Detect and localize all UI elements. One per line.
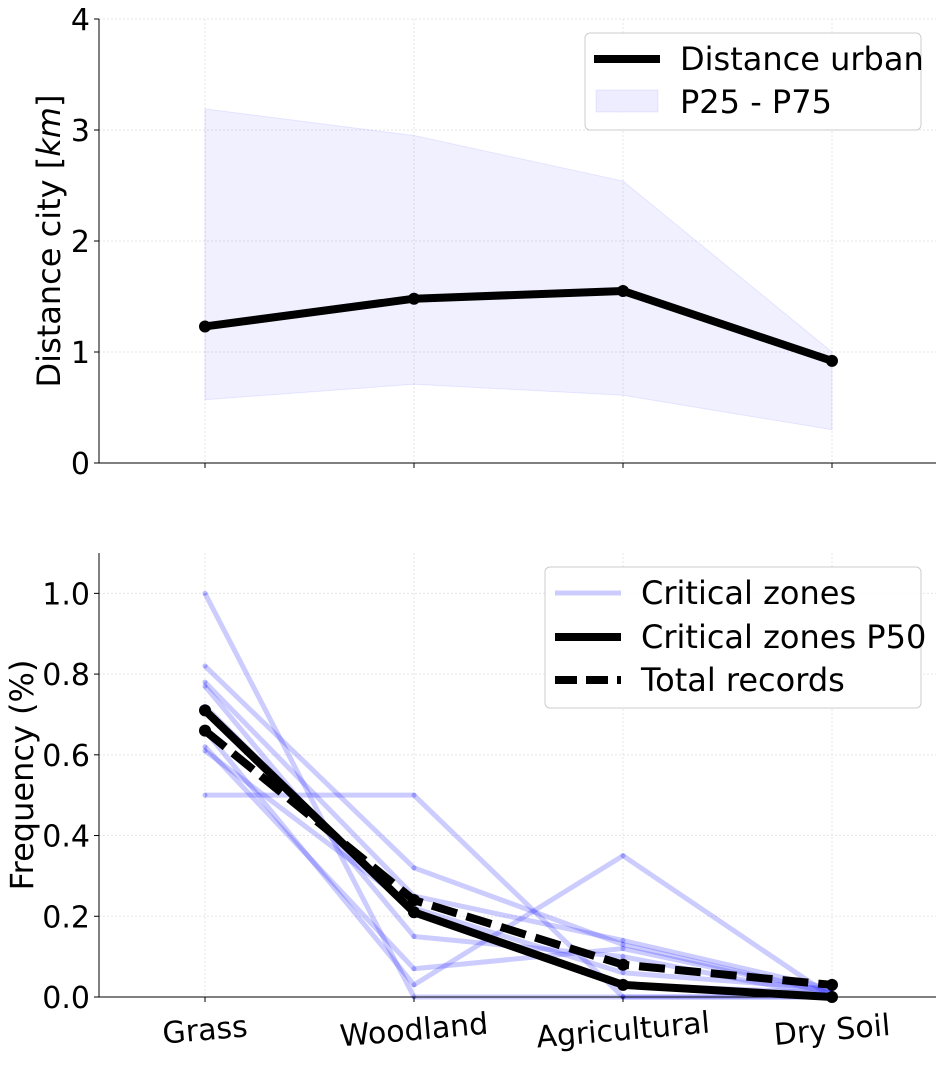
point-distance-urban-grass — [199, 320, 211, 333]
critical-zone-point-8-agricultural — [620, 970, 626, 976]
top-y-tick-label: 0 — [71, 447, 90, 482]
critical-zone-point-7-agricultural — [620, 946, 626, 952]
critical-zone-point-2-grass — [202, 663, 208, 669]
top-panel: 0 1 2 3 4 Distance city [km] Distance urban … — [30, 3, 936, 482]
x-tick-label-dry-soil: Dry Soil — [772, 1008, 891, 1053]
top-y-tick-label: 4 — [71, 3, 90, 38]
critical-zone-point-4-woodland — [411, 933, 417, 939]
critical-zone-point-8-grass — [202, 748, 208, 754]
critical-zone-line-2 — [203, 664, 833, 996]
top-y-tick-label: 2 — [71, 225, 90, 260]
legend-label-p25-p75: P25 - P75 — [680, 83, 832, 121]
critical-zone-point-7-grass — [202, 744, 208, 750]
critical-zone-line-8 — [203, 748, 833, 992]
bottom-y-ticks: 0.0 0.2 0.4 0.6 0.8 1.0 — [42, 577, 99, 1016]
bottom-legend: Critical zones Critical zones P50 Total … — [544, 566, 926, 709]
top-legend: Distance urban P25 - P75 — [584, 32, 924, 131]
bottom-panel: 0.0 0.2 0.4 0.6 0.8 1.0 Grass Woodland Agricult… — [3, 553, 936, 1056]
critical-zone-point-4-agricultural — [620, 954, 626, 960]
critical-zone-point-2-agricultural — [620, 942, 626, 948]
critical-zone-point-9-woodland — [411, 792, 417, 798]
bottom-y-tick-label: 0.6 — [42, 739, 90, 774]
bottom-y-tick-label: 0.0 — [42, 981, 90, 1016]
bottom-y-axis-label: Frequency (%) — [3, 660, 41, 891]
critical-zone-point-2-woodland — [411, 865, 417, 871]
critical-zone-line-7 — [203, 745, 833, 996]
bottom-y-tick-label: 0.2 — [42, 900, 90, 935]
top-y-ticks: 0 1 2 3 4 — [71, 3, 99, 482]
top-y-axis-label: Distance city [km] — [30, 95, 68, 388]
x-tick-label-woodland: Woodland — [339, 1007, 490, 1055]
top-y-tick-label: 1 — [71, 336, 90, 371]
legend-label-distance-urban: Distance urban — [680, 40, 924, 78]
point-distance-urban-woodland — [408, 292, 420, 305]
bottom-x-ticks: Grass Woodland Agricultural Dry Soil — [161, 997, 892, 1056]
x-tick-label-agricultural: Agricultural — [535, 1005, 711, 1055]
top-legend-frame — [584, 32, 922, 131]
top-y-tick-label: 3 — [71, 114, 90, 149]
legend-swatch-p25-p75 — [595, 89, 659, 113]
top-lines — [199, 284, 838, 367]
point-total-records-woodland — [408, 894, 420, 907]
bottom-y-tick-label: 0.4 — [42, 820, 90, 855]
point-distance-urban-dry-soil — [826, 354, 838, 367]
legend-label-critical-zones-p50: Critical zones P50 — [641, 618, 926, 656]
bottom-legend-frame — [544, 566, 922, 709]
legend-label-critical-zones: Critical zones — [641, 574, 856, 612]
critical-zone-point-9-grass — [202, 792, 208, 798]
critical-zone-point-4-grass — [202, 683, 208, 689]
point-critical-zones-p50-agricultural — [617, 978, 629, 991]
critical-zone-point-3-agricultural — [620, 937, 626, 943]
point-total-records-dry-soil — [826, 978, 838, 991]
top-band — [204, 108, 833, 431]
series-line-total-records — [202, 727, 833, 989]
critical-zone-point-3-grass — [202, 679, 208, 685]
point-total-records-agricultural — [617, 958, 629, 971]
critical-zone-point-6-woodland — [411, 982, 417, 988]
top-x-ticks — [204, 463, 833, 468]
bottom-y-tick-label: 1.0 — [42, 577, 90, 612]
critical-zone-line-6 — [203, 729, 834, 1000]
series-line-distance-urban — [204, 286, 834, 365]
critical-zone-point-7-woodland — [411, 966, 417, 972]
critical-zone-line-3 — [203, 680, 833, 992]
point-critical-zones-p50-grass — [199, 704, 211, 717]
point-critical-zones-p50-woodland — [408, 906, 420, 919]
x-tick-label-grass: Grass — [161, 1009, 249, 1051]
critical-zone-point-1-grass — [202, 590, 208, 596]
bottom-axes — [98, 553, 936, 998]
point-distance-urban-agricultural — [617, 284, 629, 297]
legend-label-total-records: Total records — [640, 661, 845, 699]
bottom-y-tick-label: 0.8 — [42, 658, 90, 693]
critical-zone-point-6-agricultural — [620, 853, 626, 859]
point-total-records-grass — [199, 724, 211, 737]
band-p25-p75 — [204, 108, 833, 431]
